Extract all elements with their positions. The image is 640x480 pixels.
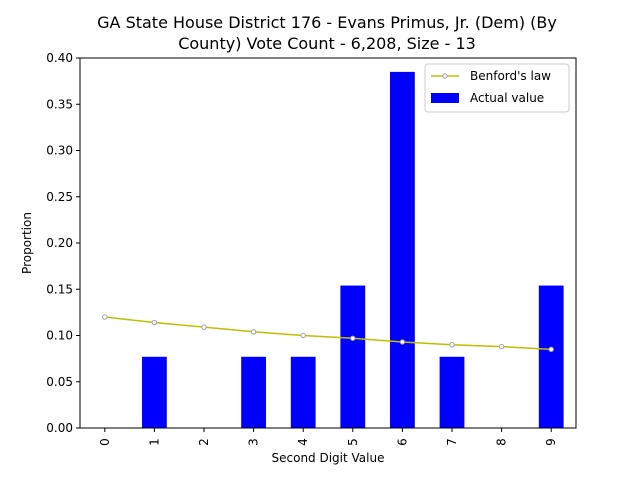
benford-point-digit-4 [300,332,306,339]
chart-title-line-2: County) Vote Count - 6,208, Size - 13 [178,34,476,53]
benford-point-digit-1 [151,319,158,326]
y-tick-label: 0.15 [46,282,73,296]
y-tick-label: 0.10 [46,329,73,343]
benford-line [104,316,552,351]
x-axis-label: Second Digit Value [272,451,385,465]
y-tick-label: 0.40 [46,51,73,65]
benford-point-digit-9 [548,346,554,353]
chart-title: GA State House District 176 - Evans Prim… [97,13,557,53]
x-tick-label: 9 [544,438,558,446]
legend-actual-bar-icon [431,93,459,103]
x-tick-label: 1 [147,438,161,446]
y-tick-label: 0.00 [46,421,73,435]
x-tick-label: 4 [296,438,310,446]
bar-digit-9 [538,285,564,428]
legend: Benford's law Actual value [424,63,570,113]
chart-title-line-1: GA State House District 176 - Evans Prim… [97,13,557,32]
plot-frame [79,57,577,429]
bars-layer [142,71,564,428]
benford-point-digit-0 [102,314,108,320]
legend-benford-marker-icon [442,73,448,79]
benford-point-digit-3 [250,329,257,335]
x-tick-label: 0 [98,438,112,446]
benford-point-digit-2 [201,324,207,330]
bar-digit-5 [340,285,366,428]
bar-digit-6 [390,71,415,428]
y-axis-label: Proportion [20,212,34,274]
y-tick-label: 0.05 [46,375,73,389]
benford-point-digit-8 [498,343,505,350]
legend-actual-label: Actual value [470,91,544,105]
legend-box [424,63,570,113]
bar-digit-1 [142,356,167,428]
x-tick-label: 5 [346,438,360,446]
x-tick-label: 2 [197,438,211,446]
x-tick-label: 6 [395,438,409,446]
x-tick-label: 3 [247,438,261,446]
y-tick-label: 0.20 [46,236,73,250]
y-tick-label: 0.35 [46,97,73,111]
benford-line-layer [102,314,554,353]
x-tick-label: 7 [445,438,459,446]
benford-point-digit-7 [449,342,455,348]
legend-benford-label: Benford's law [470,69,551,83]
y-tick-label: 0.30 [46,144,73,158]
bar-digit-3 [241,356,266,428]
x-axis: 0 1 2 3 4 5 6 7 8 9 [98,428,558,446]
x-tick-label: 8 [495,438,509,446]
benford-point-digit-6 [399,339,406,345]
benford-point-digit-5 [350,335,356,341]
y-axis: 0.00 0.05 0.10 0.15 0.20 0.25 0.30 0.35 0.40 [46,51,80,435]
bar-digit-7 [439,356,465,428]
bar-digit-4 [290,356,316,428]
y-tick-label: 0.25 [46,190,73,204]
